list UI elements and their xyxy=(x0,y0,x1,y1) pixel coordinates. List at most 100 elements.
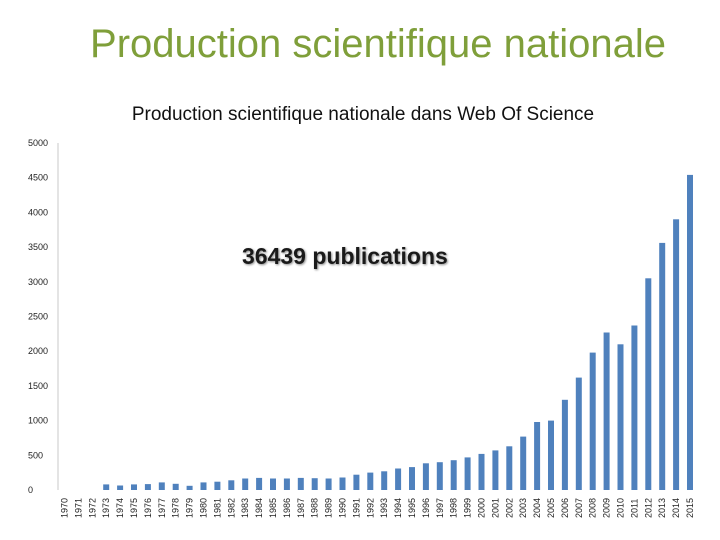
x-tick-label: 1993 xyxy=(379,498,389,518)
x-tick-label: 1999 xyxy=(463,498,473,518)
bar-2008 xyxy=(589,352,596,490)
x-tick-label: 1992 xyxy=(365,498,375,518)
x-tick-label: 1984 xyxy=(254,498,264,518)
bar-2010 xyxy=(617,344,624,490)
bar-2003 xyxy=(520,436,527,490)
bar-2012 xyxy=(645,278,652,490)
x-tick-label: 2005 xyxy=(546,498,556,518)
x-tick-label: 1981 xyxy=(212,498,222,518)
x-tick-label: 2008 xyxy=(588,498,598,518)
bar-2000 xyxy=(478,453,485,490)
bar-2001 xyxy=(492,450,499,490)
bar-2011 xyxy=(631,325,638,490)
bar-1996 xyxy=(422,463,429,490)
bar-1995 xyxy=(409,467,415,490)
x-tick-label: 1991 xyxy=(351,498,361,518)
bar-2005 xyxy=(548,420,554,490)
y-tick-label: 2000 xyxy=(28,346,48,356)
x-tick-label: 1998 xyxy=(449,498,459,518)
x-tick-label: 1983 xyxy=(240,498,250,518)
y-tick-label: 3000 xyxy=(28,277,48,287)
x-tick-label: 1986 xyxy=(282,498,292,518)
x-tick-label: 2012 xyxy=(643,498,653,518)
x-tick-label: 1974 xyxy=(115,498,125,518)
x-tick-label: 2007 xyxy=(574,498,584,518)
bar-1981 xyxy=(214,481,221,490)
chart-title: Production scientifique nationale dans W… xyxy=(131,104,595,125)
x-tick-label: 1997 xyxy=(435,498,445,518)
bar-1994 xyxy=(395,468,402,490)
x-tick-label: 1988 xyxy=(310,498,320,518)
x-tick-label: 1985 xyxy=(268,498,278,518)
bar-1992 xyxy=(367,472,374,490)
bar-1980 xyxy=(200,482,207,490)
x-tick-label: 2006 xyxy=(560,498,570,518)
bar-1998 xyxy=(450,460,457,490)
bar-2006 xyxy=(561,399,568,490)
bar-1973 xyxy=(103,484,110,490)
slide-title: Production scientifique nationale xyxy=(90,22,666,66)
bar-1984 xyxy=(256,477,263,490)
x-tick-label: 2014 xyxy=(671,498,681,518)
bar-1985 xyxy=(270,478,276,490)
bar-1987 xyxy=(297,477,304,490)
x-tick-label: 1970 xyxy=(60,498,70,518)
x-tick-label: 2010 xyxy=(616,498,626,518)
bar-1997 xyxy=(436,462,443,490)
x-tick-label: 2001 xyxy=(490,498,500,518)
x-tick-label: 1995 xyxy=(407,498,417,518)
bar-1986 xyxy=(283,478,290,490)
x-tick-label: 2002 xyxy=(504,498,514,518)
y-tick-label: 4500 xyxy=(28,173,48,183)
publications-total-annotation: 36439 publications xyxy=(242,243,448,269)
x-tick-label: 1973 xyxy=(101,498,111,518)
x-tick-label: 1994 xyxy=(393,498,403,518)
bar-1978 xyxy=(172,483,179,490)
bar-2002 xyxy=(506,446,513,490)
bar-1974 xyxy=(117,485,124,490)
x-tick-label: 1976 xyxy=(143,498,153,518)
x-tick-label: 1971 xyxy=(73,498,83,518)
x-tick-label: 2011 xyxy=(629,499,639,518)
x-tick-label: 1978 xyxy=(171,498,181,518)
x-tick-label: 1975 xyxy=(129,498,139,518)
x-tick-label: 2013 xyxy=(657,498,667,518)
bar-1975 xyxy=(131,484,137,490)
x-tick-label: 1979 xyxy=(185,498,195,518)
bar-2009 xyxy=(603,332,610,490)
bar-1977 xyxy=(158,482,165,490)
y-tick-label: 1000 xyxy=(28,416,48,426)
x-tick-label: 1972 xyxy=(87,498,97,518)
x-tick-label: 1980 xyxy=(199,498,209,518)
bar-2013 xyxy=(659,242,666,490)
bars xyxy=(103,174,693,491)
bar-1979 xyxy=(186,485,193,490)
x-tick-label: 1989 xyxy=(324,498,334,518)
x-tick-label: 2003 xyxy=(518,498,528,518)
y-tick-label: 2500 xyxy=(28,312,48,322)
y-tick-label: 500 xyxy=(28,450,43,460)
y-tick-label: 5000 xyxy=(28,138,48,148)
bar-1991 xyxy=(353,474,360,490)
x-tick-label: 1996 xyxy=(421,498,431,518)
y-tick-label: 0 xyxy=(28,485,33,495)
x-tick-label: 2004 xyxy=(532,498,542,518)
bar-1983 xyxy=(242,478,249,490)
bar-1990 xyxy=(339,477,346,490)
bar-1988 xyxy=(311,478,318,490)
y-axis: 0 500 1000 1500 2000 2500 3000 3500 4000 4500 5000 xyxy=(28,138,59,495)
y-tick-label: 4000 xyxy=(28,207,48,217)
y-tick-label: 1500 xyxy=(28,381,48,391)
bar-2015 xyxy=(687,174,693,490)
x-tick-label: 2009 xyxy=(602,498,612,518)
y-tick-label: 3500 xyxy=(28,242,48,252)
bar-1993 xyxy=(381,471,388,490)
x-tick-label: 2015 xyxy=(685,498,695,518)
bar-1976 xyxy=(144,484,151,490)
x-tick-label: 1987 xyxy=(296,498,306,518)
bar-2007 xyxy=(575,377,582,490)
bar-2014 xyxy=(673,219,680,491)
x-tick-label: 1990 xyxy=(338,498,348,518)
bar-2004 xyxy=(534,422,541,490)
bar-1999 xyxy=(464,457,471,490)
